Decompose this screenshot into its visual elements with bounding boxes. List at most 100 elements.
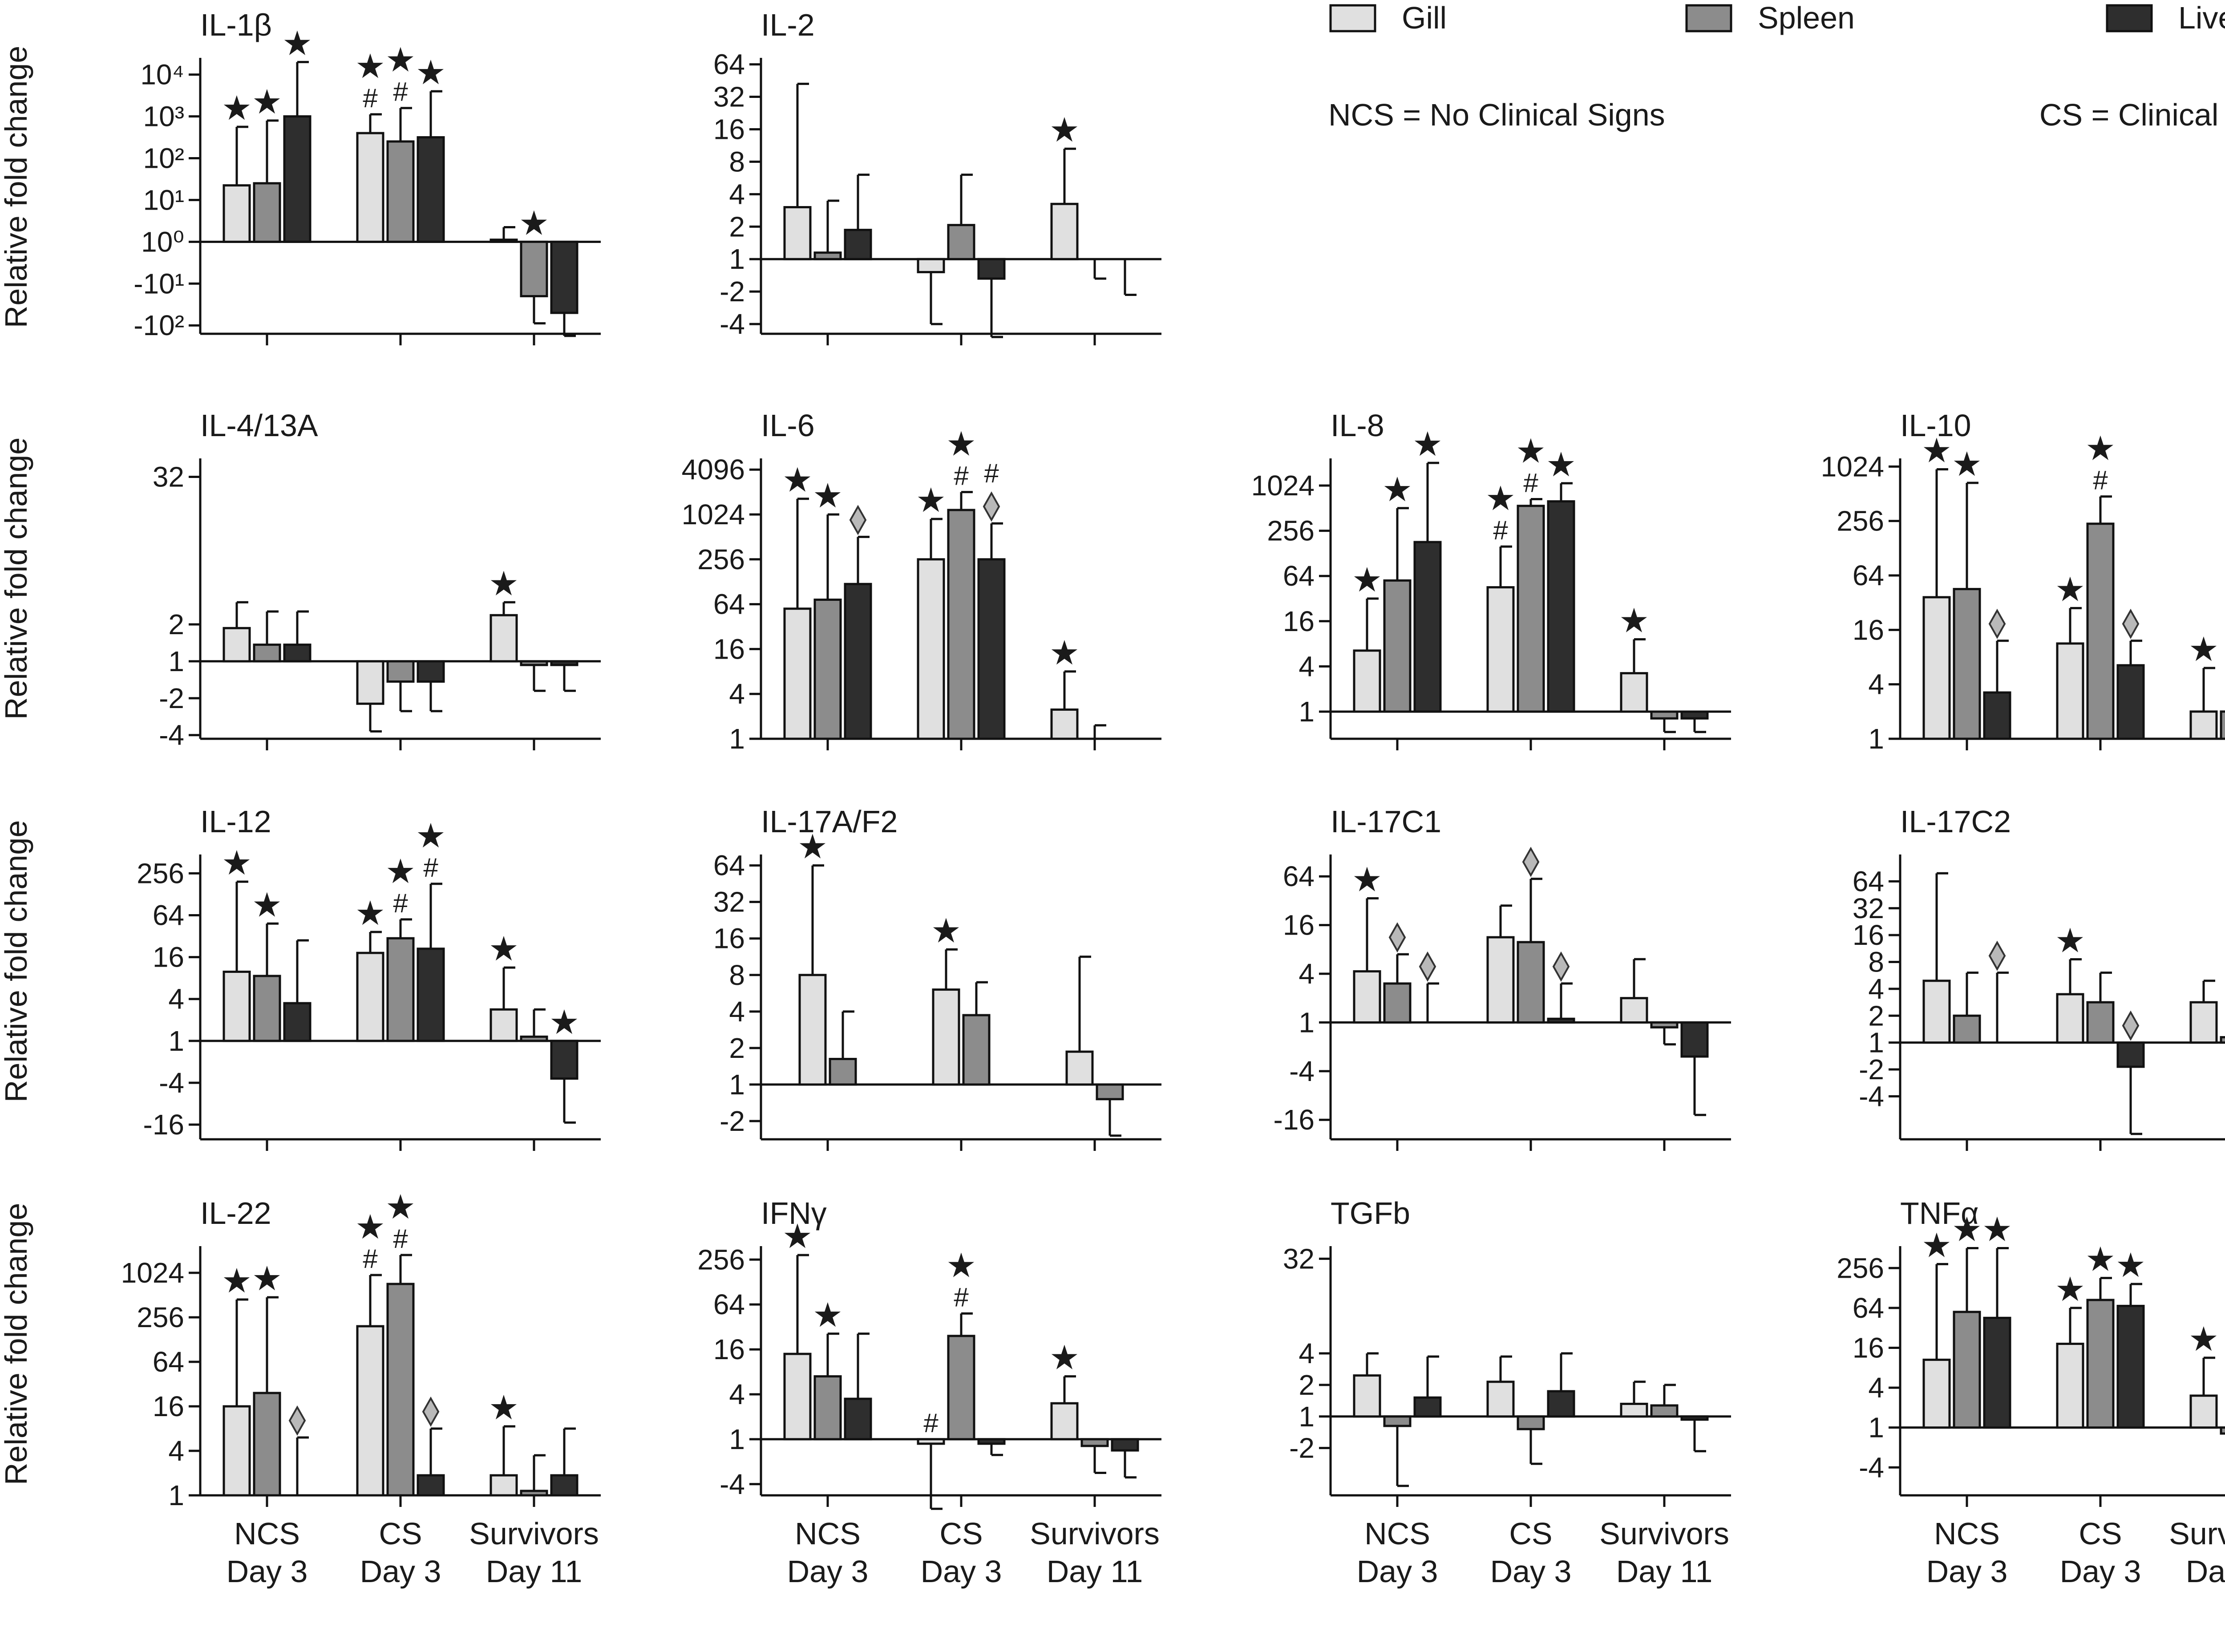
bar-gill (2189, 1001, 2218, 1044)
y-tick-label: 16 (713, 923, 745, 955)
y-tick-label: 4 (729, 178, 745, 210)
bar-liver (1413, 541, 1442, 713)
significance-star: ★ (797, 828, 828, 866)
significance-hash: # (1493, 515, 1508, 545)
x-tick-label: Survivors (1599, 1516, 1729, 1551)
bar-spleen (813, 1375, 842, 1441)
bar-gill (1353, 1374, 1381, 1418)
significance-diamond (849, 505, 867, 535)
y-tick-label: 1 (1868, 723, 1884, 755)
y-tick-label: 256 (697, 543, 745, 575)
bar-gill (2189, 710, 2218, 740)
y-tick-label: 1 (729, 243, 745, 275)
significance-star: ★ (1352, 861, 1382, 899)
bar-spleen (813, 599, 842, 740)
bar-liver (1547, 1017, 1575, 1024)
panel-il-17a-f2: IL-17A/F2 64 32 16 8 4 2 1 -2 ★ ★ (713, 804, 1161, 1151)
x-tick-label: Day 3 (227, 1554, 308, 1589)
bar-gill (783, 1352, 812, 1441)
bar-liver (1547, 500, 1575, 713)
bar-liver (2116, 1041, 2145, 1068)
x-tick-label: Day 3 (2060, 1554, 2141, 1589)
significance-diamond (2122, 608, 2140, 639)
significance-star: ★ (1382, 471, 1412, 509)
bar-liver (1547, 1390, 1575, 1418)
y-tick-label: 4 (1299, 650, 1315, 682)
significance-star: ★ (813, 477, 843, 515)
significance-star: ★ (1619, 602, 1649, 640)
significance-diamond (422, 1396, 440, 1427)
panel-il-4-13a: IL-4/13A 32 2 1 -2 -4 ★ (153, 408, 601, 751)
y-tick-label: 32 (153, 461, 184, 493)
y-tick-label: 1 (1868, 1027, 1884, 1059)
significance-star: ★ (489, 565, 519, 603)
x-tick-label: Day 3 (360, 1554, 441, 1589)
significance-star: ★ (1049, 111, 1080, 149)
x-tick-label: NCS (1364, 1516, 1430, 1551)
y-tick-label: 256 (1837, 1252, 1884, 1284)
significance-star: ★ (946, 1247, 976, 1284)
legend-label-liver: Liver (2178, 0, 2225, 35)
significance-star: ★ (2085, 430, 2116, 468)
bar-gill (1353, 649, 1381, 713)
y-tick-label: 64 (1853, 1292, 1884, 1324)
bar-spleen (1383, 1415, 1412, 1427)
bar-gill (1353, 970, 1381, 1024)
y-tick-label: 64 (713, 1288, 745, 1320)
significance-star: ★ (355, 1208, 385, 1246)
y-tick-label: -2 (1289, 1432, 1315, 1464)
bar-spleen (1383, 982, 1412, 1024)
significance-diamond (2122, 1010, 2140, 1041)
significance-diamond (288, 1405, 306, 1436)
bar-liver (283, 115, 312, 243)
x-tick-label: Day 11 (1616, 1554, 1713, 1589)
y-tick-label: 1 (729, 1069, 745, 1101)
significance-star: ★ (946, 425, 976, 463)
y-tick-label: 64 (1283, 560, 1315, 592)
significance-hash: # (363, 83, 378, 113)
significance-star: ★ (222, 1262, 252, 1300)
significance-star: ★ (549, 1004, 579, 1041)
bar-gill (490, 239, 518, 243)
y-tick-label: 256 (1837, 505, 1884, 537)
y-tick-label: 8 (1868, 946, 1884, 978)
significance-hash: # (2093, 466, 2108, 495)
bar-spleen (1096, 1083, 1124, 1101)
y-tick-label: 4 (1299, 1337, 1315, 1369)
y-tick-label: -16 (1274, 1104, 1315, 1136)
x-tick-label: Day 11 (1047, 1554, 1143, 1589)
bar-spleen (520, 1035, 548, 1042)
y-tick-label: -4 (720, 1468, 745, 1500)
y-tick-label: 256 (137, 857, 184, 889)
significance-star: ★ (2116, 1247, 2146, 1284)
significance-diamond (983, 491, 1000, 522)
bar-liver (550, 1474, 578, 1497)
y-tick-label: 32 (1853, 892, 1884, 924)
x-tick-label: Survivors (2169, 1516, 2225, 1551)
legend-label-spleen: Spleen (1758, 0, 1855, 35)
panel-title: IL-1β (200, 8, 272, 42)
x-tick-label: Day 3 (1926, 1554, 2008, 1589)
bar-gill (222, 184, 251, 243)
bar-spleen (2220, 1426, 2225, 1435)
significance-star: ★ (1922, 1227, 1952, 1264)
bar-gill (1922, 980, 1951, 1044)
bar-liver (2116, 1304, 2145, 1429)
bar-spleen (1517, 1415, 1545, 1430)
bar-spleen (1953, 1311, 1981, 1429)
y-tick-label: 10⁰ (141, 226, 184, 258)
bar-liver (1680, 710, 1709, 720)
y-tick-label: -4 (159, 719, 184, 751)
y-tick-label: 1 (168, 1025, 184, 1057)
x-tick-label: Survivors (1030, 1516, 1160, 1551)
significance-diamond (1988, 940, 2006, 971)
y-tick-label: -4 (720, 308, 745, 340)
bar-spleen (947, 224, 975, 260)
panel-title: IL-17C2 (1900, 804, 2011, 839)
y-tick-label: 64 (153, 899, 184, 931)
bar-spleen (253, 1392, 281, 1497)
